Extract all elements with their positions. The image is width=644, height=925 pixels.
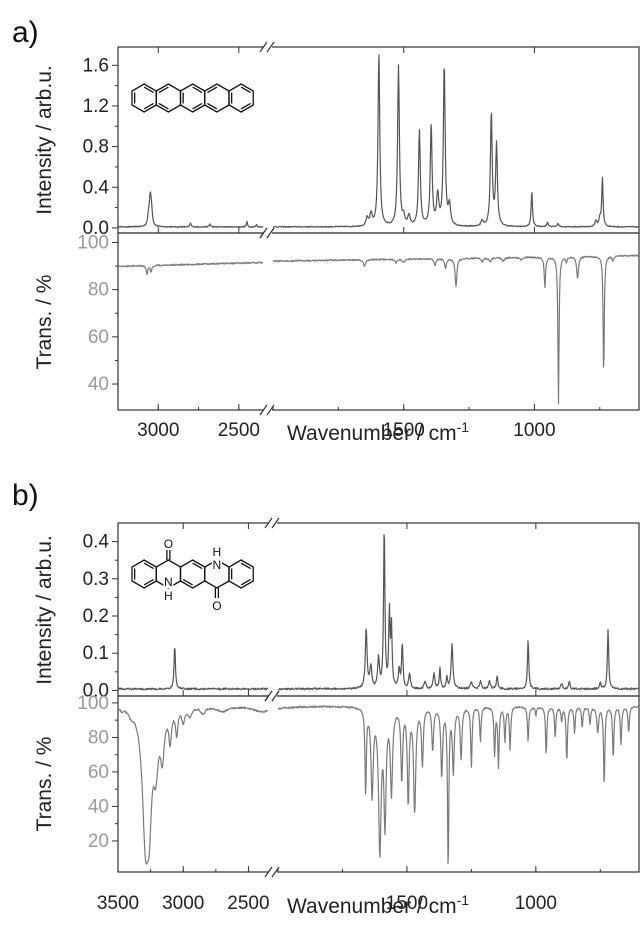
y-tick-label: 1.2 bbox=[83, 96, 109, 117]
y-tick-label: 100 bbox=[77, 693, 109, 714]
panel-b: b) 0.0 0.1 0.2 0.3 0.4 Intensity / arb.u. O O… bbox=[12, 479, 640, 918]
x-ticks-b: 3500 3000 2500 1500 1000 bbox=[97, 523, 601, 914]
raman-yticks-b: 0.0 0.1 0.2 0.3 0.4 bbox=[83, 532, 118, 701]
x-axis-title-b: Wavenumber / cm-1 bbox=[287, 892, 469, 918]
ir-yticks-a: 40 60 80 100 bbox=[77, 232, 118, 395]
y-tick-label: 20 bbox=[88, 831, 109, 852]
x-tick-label: 3000 bbox=[162, 893, 204, 914]
ir-trace-b bbox=[117, 705, 640, 865]
svg-text:H: H bbox=[213, 545, 222, 559]
y-tick-label: 60 bbox=[88, 327, 109, 348]
raman-trace-a bbox=[117, 54, 640, 228]
y-tick-label: 0.0 bbox=[83, 680, 109, 701]
y-tick-label: 0.4 bbox=[83, 532, 110, 553]
axis-break-b-raman bbox=[264, 517, 280, 702]
y-tick-label: 0.4 bbox=[83, 177, 110, 198]
ir-trace-a bbox=[117, 254, 640, 405]
y-tick-label: 0.2 bbox=[83, 606, 109, 627]
y-tick-label: 80 bbox=[88, 727, 109, 748]
raman-yticks-a: 0.0 0.4 0.8 1.2 1.6 bbox=[83, 55, 118, 239]
y-tick-label: 100 bbox=[77, 232, 109, 253]
x-ticks-a: 3000 2500 1500 1000 bbox=[117, 47, 601, 441]
y-tick-label: 60 bbox=[88, 762, 109, 783]
y-tick-label: 40 bbox=[88, 374, 109, 395]
x-axis-title-a: Wavenumber / cm-1 bbox=[287, 419, 469, 445]
raman-ylabel-b: Intensity / arb.u. bbox=[33, 535, 56, 684]
svg-text:N: N bbox=[213, 558, 222, 572]
axis-break-a-raman bbox=[259, 41, 275, 239]
x-tick-label: 2500 bbox=[218, 420, 260, 441]
x-tick-label: 1000 bbox=[515, 893, 557, 914]
y-tick-label: 0.0 bbox=[83, 218, 109, 239]
svg-text:H: H bbox=[164, 589, 173, 603]
ir-plot-a: 40 60 80 100 Trans. / % bbox=[33, 227, 640, 416]
x-tick-label: 1000 bbox=[513, 420, 555, 441]
ir-yticks-b: 20 40 60 80 100 bbox=[77, 693, 118, 852]
ir-ylabel-b: Trans. / % bbox=[33, 737, 56, 832]
y-tick-label: 0.1 bbox=[83, 643, 109, 664]
raman-frame-b bbox=[117, 522, 640, 697]
panel-a: a) 0.0 0.4 0.8 1.2 1.6 Intensity / arb.u. 40… bbox=[12, 16, 640, 445]
raman-ylabel-a: Intensity / arb.u. bbox=[33, 65, 56, 214]
raman-plot-b: 0.00.10.20.30.4 Intensity / arb.u. OOHNN… bbox=[33, 517, 640, 702]
pentacene-structure bbox=[131, 83, 254, 113]
axis-break-b-ir bbox=[264, 690, 280, 878]
ir-frame-a bbox=[117, 232, 640, 411]
raman-plot-a: 0.0 0.4 0.8 1.2 1.6 Intensity / arb.u. bbox=[33, 41, 640, 239]
x-tick-label: 3500 bbox=[97, 893, 139, 914]
y-tick-label: 1.6 bbox=[83, 55, 109, 76]
ir-ylabel-a: Trans. / % bbox=[33, 275, 56, 370]
svg-text:O: O bbox=[212, 599, 221, 613]
x-tick-label: 1500 bbox=[383, 420, 425, 441]
ir-plot-b: 20 40 60 80 100 Trans. / % bbox=[33, 690, 640, 878]
x-tick-label: 1500 bbox=[386, 893, 428, 914]
svg-text:N: N bbox=[164, 575, 173, 589]
ir-frame-b bbox=[117, 695, 640, 873]
x-tick-label: 2500 bbox=[227, 893, 269, 914]
raman-trace-b bbox=[117, 534, 640, 691]
y-tick-label: 0.3 bbox=[83, 569, 109, 590]
panel-label-a: a) bbox=[12, 16, 39, 49]
y-tick-label: 80 bbox=[88, 280, 109, 301]
x-tick-label: 3000 bbox=[137, 420, 179, 441]
axis-break-a-ir bbox=[259, 227, 275, 416]
y-tick-label: 40 bbox=[88, 796, 109, 817]
panel-label-b: b) bbox=[12, 479, 39, 512]
svg-text:O: O bbox=[164, 537, 173, 551]
y-tick-label: 0.8 bbox=[83, 137, 109, 158]
